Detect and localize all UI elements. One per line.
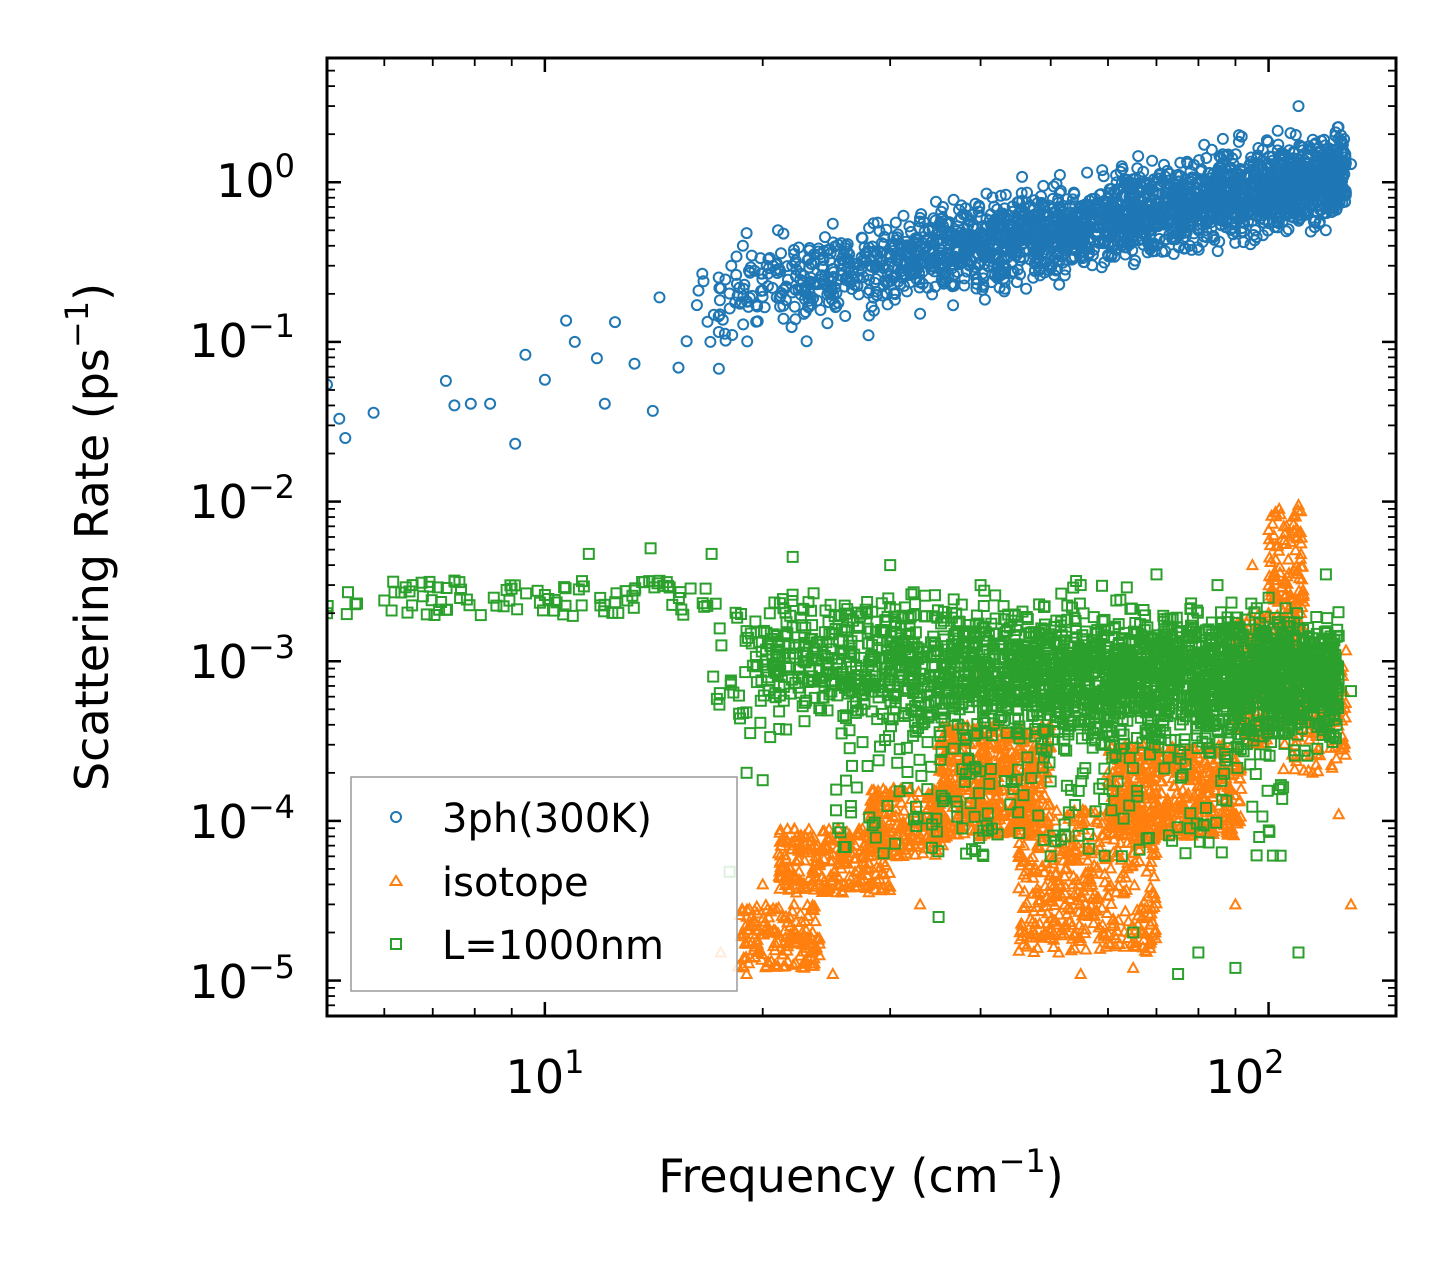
series-3ph-point [821,317,834,330]
series-3ph-point [741,335,754,348]
series-3ph-point [788,300,801,313]
series-3ph-point [1097,170,1110,183]
series-3ph-point [1081,166,1094,179]
series-3ph-point [1319,224,1332,237]
series-3ph-point [811,294,824,307]
series-3ph-point [839,310,852,322]
series-3ph-point [730,250,743,263]
series-3ph-point [1016,170,1029,183]
data-markers [327,100,1358,980]
series-3ph-point [775,247,787,260]
series-3ph-point [980,187,993,200]
series-3ph-point [1096,164,1109,177]
series-3ph-point [751,315,764,328]
series-3ph-point [712,326,725,338]
series-3ph-point [736,239,749,252]
series-3ph-point [713,294,726,307]
series-3ph-point [723,287,736,300]
series-3ph-point [994,189,1007,202]
series-3ph-point [1027,271,1040,284]
series-3ph-point [1010,276,1023,289]
series-3ph-point [1146,154,1159,167]
series-3ph-point [692,284,705,297]
series-3ph-point [1174,156,1187,169]
series-3ph-point [869,273,882,285]
series-3ph-point [871,216,884,229]
series-3ph-point [863,222,876,234]
